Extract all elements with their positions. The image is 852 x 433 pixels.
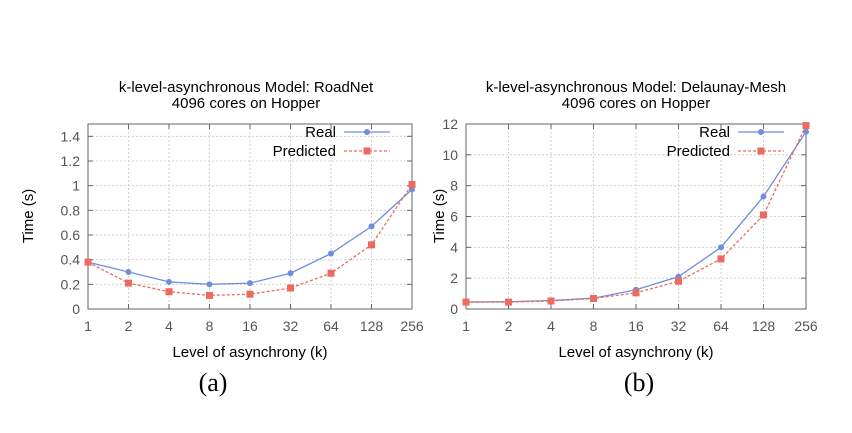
chart-subtitle: 4096 cores on Hopper <box>562 95 710 112</box>
data-point-real <box>718 244 724 251</box>
x-tick-label: 128 <box>752 318 776 334</box>
x-tick-label: 256 <box>400 318 424 334</box>
x-tick-label: 32 <box>283 318 299 334</box>
data-point-real <box>328 250 334 257</box>
data-point-predicted <box>717 255 725 263</box>
y-axis-label: Time (s) <box>20 189 37 243</box>
data-point-real <box>287 270 294 277</box>
data-point-real <box>247 280 253 287</box>
caption-a: (a) <box>198 368 228 397</box>
y-tick-label: 6 <box>450 209 458 225</box>
legend-marker-real <box>758 129 764 135</box>
x-tick-label: 2 <box>505 318 513 334</box>
roadnet-chart-svg: k-level-asynchronous Model: RoadNet4096 … <box>20 79 424 361</box>
chart-subtitle: 4096 cores on Hopper <box>172 95 320 112</box>
y-tick-label: 0 <box>450 301 458 317</box>
x-tick-label: 32 <box>671 318 687 334</box>
y-tick-label: 0.6 <box>61 227 81 243</box>
y-tick-label: 1.4 <box>61 128 81 144</box>
y-axis-label: Time (s) <box>431 189 448 243</box>
y-tick-label: 2 <box>450 270 458 286</box>
chart-panel-delaunay: k-level-asynchronous Model: Delaunay-Mes… <box>426 0 852 433</box>
data-point-predicted <box>165 288 173 296</box>
data-point-predicted <box>632 289 640 297</box>
y-tick-label: 0.8 <box>61 202 81 218</box>
x-tick-label: 8 <box>590 318 598 334</box>
data-point-predicted <box>84 258 92 266</box>
data-point-real <box>368 223 375 230</box>
legend-label-predicted: Predicted <box>273 143 336 160</box>
x-tick-label: 64 <box>713 318 729 334</box>
legend-marker-real <box>364 129 370 135</box>
y-tick-label: 4 <box>450 239 458 255</box>
x-axis-label: Level of asynchrony (k) <box>172 344 327 361</box>
x-tick-label: 16 <box>242 318 258 334</box>
legend-marker-predicted <box>363 147 371 155</box>
data-point-predicted <box>246 290 254 298</box>
y-tick-label: 1.2 <box>61 153 81 169</box>
x-tick-label: 2 <box>125 318 133 334</box>
chart-title: k-level-asynchronous Model: Delaunay-Mes… <box>486 79 786 96</box>
legend-label-predicted: Predicted <box>667 143 730 160</box>
data-point-predicted <box>368 241 375 249</box>
data-point-predicted <box>590 295 597 303</box>
legend-label-real: Real <box>305 124 336 141</box>
x-axis-label: Level of asynchrony (k) <box>558 344 713 361</box>
x-tick-label: 256 <box>794 318 818 334</box>
y-tick-label: 0.4 <box>61 252 81 268</box>
caption-b: (b) <box>623 368 655 397</box>
chart-title: k-level-asynchronous Model: RoadNet <box>119 79 374 96</box>
x-tick-label: 128 <box>360 318 384 334</box>
data-point-predicted <box>802 122 810 130</box>
data-point-predicted <box>408 180 416 188</box>
y-tick-label: 0.2 <box>61 276 81 292</box>
data-point-predicted <box>760 211 767 219</box>
x-tick-label: 4 <box>165 318 173 334</box>
legend-marker-predicted <box>757 147 765 155</box>
x-tick-label: 8 <box>206 318 214 334</box>
x-tick-label: 1 <box>84 318 92 334</box>
y-tick-label: 12 <box>442 116 458 132</box>
x-tick-label: 16 <box>628 318 644 334</box>
x-tick-label: 4 <box>547 318 555 334</box>
data-point-real <box>206 281 213 288</box>
x-tick-label: 64 <box>323 318 339 334</box>
y-tick-label: 8 <box>450 178 458 194</box>
y-tick-label: 1 <box>72 178 80 194</box>
data-point-predicted <box>327 269 335 277</box>
series-line-predicted <box>87 184 413 297</box>
data-point-predicted <box>462 298 470 306</box>
data-point-predicted <box>675 277 682 285</box>
delaunay-chart-svg: k-level-asynchronous Model: Delaunay-Mes… <box>431 79 818 361</box>
data-point-real <box>125 269 132 275</box>
y-tick-label: 10 <box>442 147 458 163</box>
data-point-real <box>803 128 809 135</box>
legend-label-real: Real <box>699 124 730 141</box>
data-point-predicted <box>206 291 213 299</box>
data-point-real <box>760 193 767 200</box>
data-point-predicted <box>287 284 294 292</box>
data-point-real <box>166 278 172 285</box>
y-tick-label: 0 <box>72 301 80 317</box>
x-tick-label: 1 <box>462 318 470 334</box>
chart-panel-roadnet: k-level-asynchronous Model: RoadNet 4096 … <box>20 79 424 397</box>
data-point-predicted <box>125 279 132 287</box>
data-point-predicted <box>505 298 512 306</box>
data-point-predicted <box>547 297 555 305</box>
